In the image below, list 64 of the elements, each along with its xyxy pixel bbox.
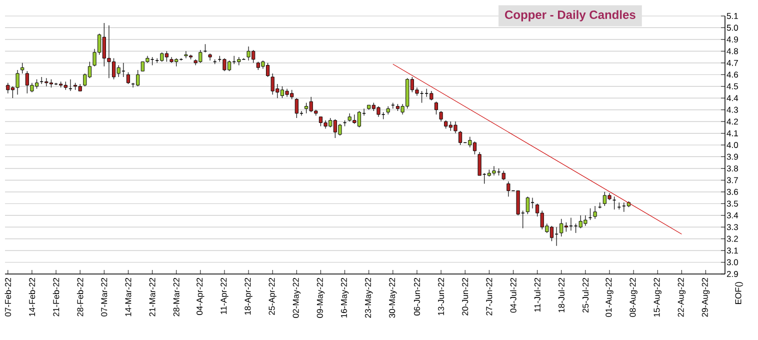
y-tick-label: 3.5 bbox=[726, 200, 738, 207]
x-tick-label: 08-Aug-22 bbox=[630, 278, 638, 317]
y-tick-label: 4.3 bbox=[726, 106, 738, 113]
y-tick-label: 3.3 bbox=[726, 224, 738, 230]
x-tick-label: 06-Jun-22 bbox=[414, 278, 420, 316]
x-tick-label: 11-Apr-22 bbox=[220, 278, 228, 314]
candlestick bbox=[593, 206, 597, 220]
y-tick-label: 5.1 bbox=[726, 13, 738, 19]
y-tick-label: 4.4 bbox=[726, 95, 738, 102]
candlestick bbox=[502, 170, 506, 180]
x-tick-label: 25-Jul-22 bbox=[582, 278, 589, 313]
candlestick bbox=[126, 72, 130, 84]
candlestick bbox=[434, 101, 438, 115]
x-tick-label: 07-Feb-22 bbox=[4, 278, 12, 316]
x-tick-label: 07-Mar-22 bbox=[101, 278, 108, 316]
x-tick-label: 13-Jun-22 bbox=[438, 278, 444, 316]
y-tick-label: 3.7 bbox=[726, 177, 738, 184]
x-tick-label: 14-Feb-22 bbox=[28, 278, 36, 316]
x-tick-label: 18-Apr-22 bbox=[244, 278, 252, 315]
chart-title: Copper - Daily Candles bbox=[505, 10, 636, 22]
x-tick-label: 01-Aug-22 bbox=[606, 278, 614, 317]
y-tick-label: 4.9 bbox=[726, 36, 738, 42]
x-tick-label: 20-Jun-22 bbox=[462, 278, 468, 316]
x-tick-label: 11-Jul-22 bbox=[534, 278, 540, 312]
candlestick bbox=[20, 62, 24, 74]
x-tick-label: 28-Feb-22 bbox=[76, 278, 84, 316]
x-tick-label: 04-Jul-22 bbox=[510, 278, 516, 313]
y-tick-label: 4.5 bbox=[726, 83, 738, 90]
y-tick-label: 4.2 bbox=[726, 118, 738, 125]
x-tick-label: 29-Aug-22 bbox=[702, 278, 710, 317]
x-tick-label: 21-Feb-22 bbox=[52, 278, 60, 316]
y-tick-label: 3.4 bbox=[726, 212, 738, 218]
x-tick-label: 04-Apr-22 bbox=[196, 278, 204, 315]
x-tick-label: 14-Mar-22 bbox=[125, 278, 132, 316]
y-tick-label: 3.6 bbox=[726, 188, 738, 195]
x-tick-label: 15-Aug-22 bbox=[654, 278, 662, 317]
x-tick-label: 27-Jun-22 bbox=[486, 278, 492, 316]
y-tick-label: 3.8 bbox=[726, 165, 738, 172]
x-tick-label: 28-Mar-22 bbox=[173, 278, 180, 316]
text: EOF() bbox=[735, 282, 743, 304]
x-tick-label: 02-May-22 bbox=[292, 278, 301, 318]
y-tick-label: 4.7 bbox=[726, 60, 738, 66]
candlestick bbox=[458, 130, 462, 146]
x-tick-label: 22-Aug-22 bbox=[678, 278, 686, 317]
x-tick-label: 16-May-22 bbox=[340, 278, 349, 318]
y-tick-label: 4.8 bbox=[726, 48, 738, 54]
y-tick-label: 3.9 bbox=[726, 154, 738, 160]
x-tick-label: 25-Apr-22 bbox=[268, 278, 276, 315]
candlestick bbox=[612, 196, 616, 210]
y-tick-label: 4.0 bbox=[726, 142, 738, 148]
x-tick-label: 18-Jul-22 bbox=[558, 278, 564, 312]
x-tick-label: 09-May-22 bbox=[316, 278, 325, 318]
y-tick-label: 2.9 bbox=[726, 270, 738, 277]
y-tick-label: 3.0 bbox=[726, 259, 738, 266]
x-tick-label: 23-May-22 bbox=[365, 278, 373, 318]
y-tick-label: 3.1 bbox=[726, 248, 738, 254]
y-tick-label: 4.1 bbox=[726, 130, 738, 136]
y-tick-label: 4.6 bbox=[726, 72, 738, 78]
x-tick-label: 21-Mar-22 bbox=[149, 278, 156, 316]
y-tick-label: 5.0 bbox=[726, 24, 738, 31]
x-tick-label: 30-May-22 bbox=[389, 278, 397, 318]
candlestick bbox=[208, 53, 212, 61]
candlestick bbox=[439, 110, 443, 122]
y-tick-label: 3.2 bbox=[726, 236, 738, 242]
